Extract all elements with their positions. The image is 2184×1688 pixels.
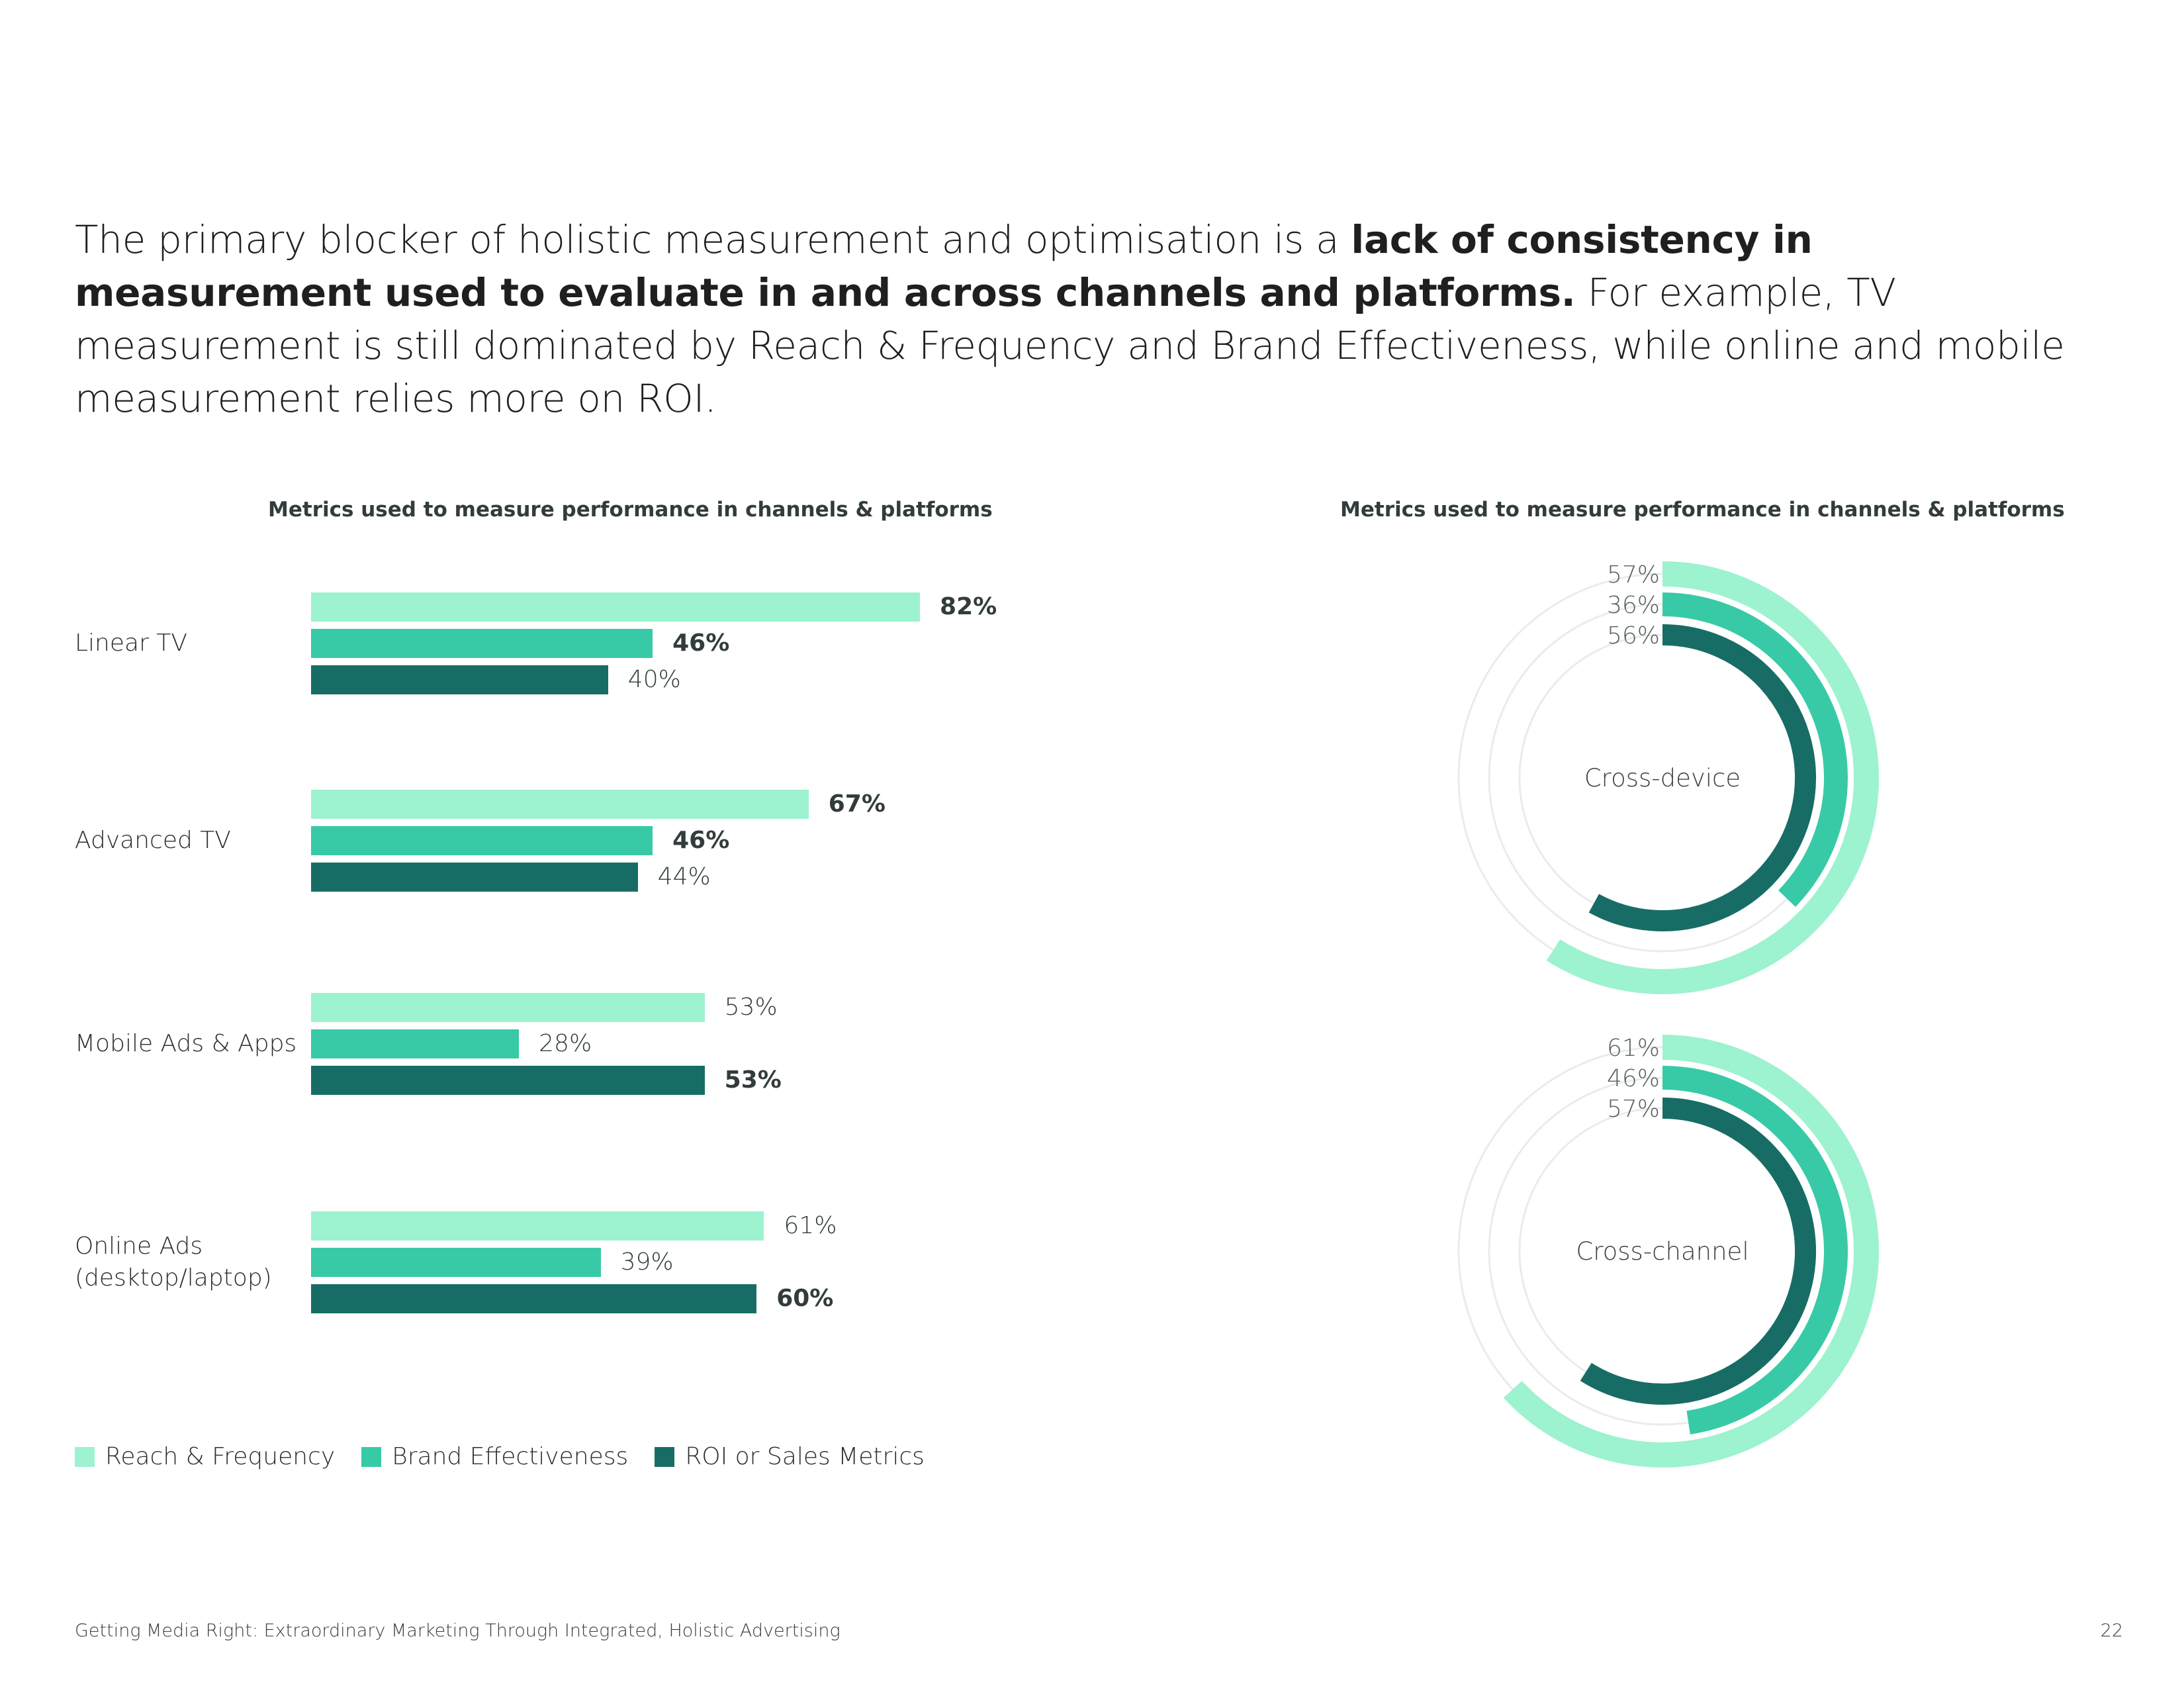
bar-value-label: 46% (672, 827, 730, 854)
legend-label-reach: Reach & Frequency (105, 1443, 336, 1470)
bar-brand (311, 629, 653, 658)
ring-arc-reach (1546, 561, 1879, 994)
bar-value-label: 28% (539, 1030, 592, 1057)
bar-roi (311, 1284, 757, 1313)
legend-item-reach: Reach & Frequency (75, 1443, 335, 1470)
ring-value-label: 46% (1607, 1065, 1660, 1092)
footer-text: Getting Media Right: Extraordinary Marke… (75, 1620, 841, 1641)
ring-chart-title: Metrics used to measure performance in c… (1340, 498, 2065, 522)
intro-paragraph: The primary blocker of holistic measurem… (75, 213, 2113, 425)
bar-brand (311, 1029, 520, 1058)
ring-value-label: 61% (1607, 1035, 1660, 1062)
page-number: 22 (2100, 1620, 2123, 1641)
ring-arc-roi (1580, 1098, 1817, 1405)
ring-center-label: Cross-device (1584, 764, 1741, 792)
legend-item-brand: Brand Effectiveness (361, 1443, 628, 1470)
legend-swatch-brand (361, 1446, 382, 1467)
bar-reach (311, 1211, 764, 1241)
ring-arc-brand (1662, 1066, 1848, 1434)
ring-arc-reach (1503, 1035, 1879, 1468)
bar-reach (311, 790, 809, 819)
ring-arc-brand (1662, 592, 1848, 908)
bar-reach (311, 993, 705, 1022)
bar-roi (311, 863, 638, 892)
legend-swatch-reach (75, 1446, 95, 1467)
category-label: Advanced TV (75, 827, 231, 854)
bar-value-label: 60% (776, 1285, 834, 1312)
bar-value-label: 44% (657, 863, 711, 890)
bar-value-label: 40% (627, 666, 681, 693)
bar-brand (311, 826, 653, 855)
category-label: Mobile Ads & Apps (75, 1030, 297, 1057)
ring-value-label: 36% (1607, 592, 1660, 619)
bar-value-label: 46% (672, 630, 730, 657)
ring-arc-roi (1588, 624, 1816, 931)
intro-text-part2: For example, TV measurement is still dom… (75, 270, 2065, 421)
category-label: Linear TV (75, 630, 187, 657)
bar-chart-title: Metrics used to measure performance in c… (268, 498, 993, 522)
legend-label-brand: Brand Effectiveness (392, 1443, 629, 1470)
bar-value-label: 39% (620, 1248, 674, 1276)
ring-value-label: 57% (1607, 561, 1660, 588)
legend-swatch-roi (655, 1446, 675, 1467)
intro-text-part1: The primary blocker of holistic measurem… (75, 217, 1351, 262)
category-label: Online Ads (desktop/laptop) (75, 1233, 272, 1291)
bar-value-label: 53% (724, 1066, 782, 1094)
bar-roi (311, 1066, 705, 1095)
bar-value-label: 53% (724, 994, 778, 1021)
bar-chart-legend: Reach & Frequency Brand Effectiveness RO… (75, 1443, 925, 1470)
intro-text-bold: lack of consistency in measurement used … (75, 217, 1813, 315)
bar-value-label: 82% (940, 593, 997, 620)
legend-item-roi: ROI or Sales Metrics (655, 1443, 925, 1470)
ring-center-label: Cross-channel (1576, 1237, 1749, 1266)
legend-label-roi: ROI or Sales Metrics (685, 1443, 925, 1470)
ring-value-label: 56% (1607, 622, 1660, 649)
bar-value-label: 61% (784, 1212, 837, 1239)
ring-value-label: 57% (1607, 1096, 1660, 1123)
bar-brand (311, 1248, 601, 1277)
bar-reach (311, 592, 921, 622)
bar-value-label: 67% (828, 790, 886, 818)
bar-roi (311, 665, 608, 694)
